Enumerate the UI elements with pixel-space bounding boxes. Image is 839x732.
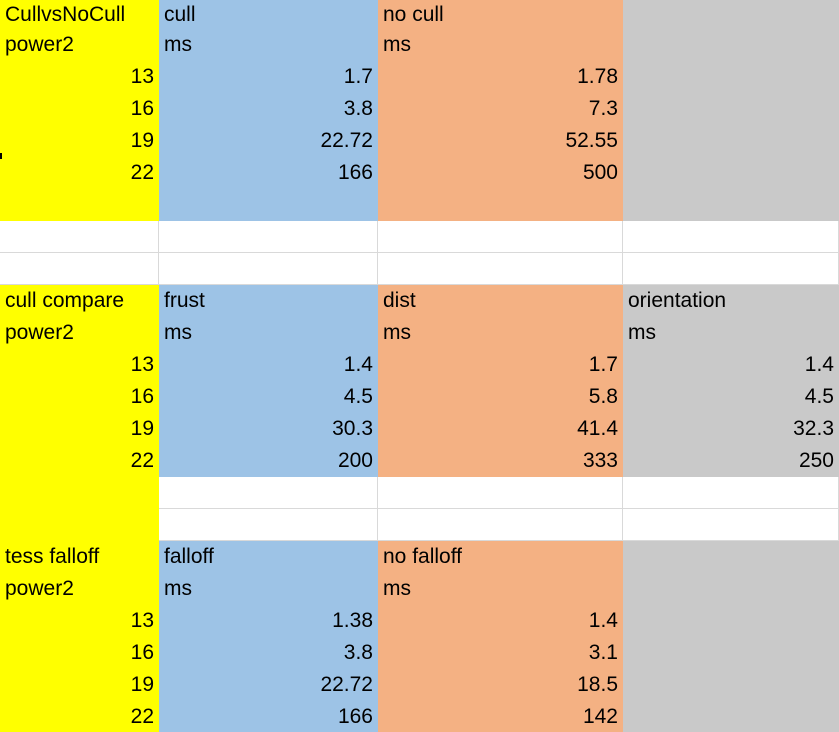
cell-r18-c1[interactable]: tess falloff: [0, 541, 159, 573]
cell-r6-c2[interactable]: 166: [159, 157, 378, 189]
cell-r5-c4[interactable]: [623, 125, 839, 157]
cell-r6-c4[interactable]: [623, 157, 839, 189]
cell-r17-c1[interactable]: [0, 509, 159, 541]
cell-r4-c1[interactable]: 16: [0, 93, 159, 125]
cell-r13-c1[interactable]: 16: [0, 381, 159, 413]
cell-r4-c2[interactable]: 3.8: [159, 93, 378, 125]
cell-r23-c4[interactable]: [623, 701, 839, 732]
cell-r2-c1[interactable]: power2: [0, 29, 159, 61]
cell-r2-c2[interactable]: ms: [159, 29, 378, 61]
cell-r22-c2[interactable]: 22.72: [159, 669, 378, 701]
cell-r4-c4[interactable]: [623, 93, 839, 125]
cell-r3-c3[interactable]: 1.78: [378, 61, 623, 93]
cell-r7-c4[interactable]: [623, 189, 839, 221]
cell-r22-c1[interactable]: 19: [0, 669, 159, 701]
cell-r19-c2[interactable]: ms: [159, 573, 378, 605]
cell-r21-c3[interactable]: 3.1: [378, 637, 623, 669]
cell-r14-c1[interactable]: 19: [0, 413, 159, 445]
cell-r11-c3[interactable]: ms: [378, 317, 623, 349]
cell-r21-c2[interactable]: 3.8: [159, 637, 378, 669]
cell-r23-c2[interactable]: 166: [159, 701, 378, 732]
cell-r8-c4[interactable]: [623, 221, 839, 253]
cell-r14-c3[interactable]: 41.4: [378, 413, 623, 445]
cell-r9-c3[interactable]: [378, 253, 623, 285]
cell-r16-c4[interactable]: [623, 477, 839, 509]
cell-r6-c1[interactable]: 22: [0, 157, 159, 189]
cell-r21-c4[interactable]: [623, 637, 839, 669]
cursor-mark: [0, 153, 2, 159]
cell-r3-c4[interactable]: [623, 61, 839, 93]
cell-r4-c3[interactable]: 7.3: [378, 93, 623, 125]
cell-r1-c2[interactable]: cull: [159, 0, 378, 29]
cell-r13-c2[interactable]: 4.5: [159, 381, 378, 413]
cell-r17-c4[interactable]: [623, 509, 839, 541]
cell-r23-c3[interactable]: 142: [378, 701, 623, 732]
cell-r7-c3[interactable]: [378, 189, 623, 221]
cell-r13-c3[interactable]: 5.8: [378, 381, 623, 413]
cell-r16-c1[interactable]: [0, 477, 159, 509]
cell-r7-c1[interactable]: [0, 189, 159, 221]
cell-r18-c4[interactable]: [623, 541, 839, 573]
cell-r20-c4[interactable]: [623, 605, 839, 637]
cell-r10-c1[interactable]: cull compare: [0, 285, 159, 317]
cell-r12-c2[interactable]: 1.4: [159, 349, 378, 381]
cell-r15-c1[interactable]: 22: [0, 445, 159, 477]
cell-r1-c3[interactable]: no cull: [378, 0, 623, 29]
cell-r11-c2[interactable]: ms: [159, 317, 378, 349]
cell-r8-c1[interactable]: [0, 221, 159, 253]
cell-r10-c4[interactable]: orientation: [623, 285, 839, 317]
cell-r2-c4[interactable]: [623, 29, 839, 61]
cell-r12-c3[interactable]: 1.7: [378, 349, 623, 381]
cell-r13-c4[interactable]: 4.5: [623, 381, 839, 413]
cell-r10-c2[interactable]: frust: [159, 285, 378, 317]
cell-r9-c4[interactable]: [623, 253, 839, 285]
cell-r3-c1[interactable]: 13: [0, 61, 159, 93]
cell-r14-c4[interactable]: 32.3: [623, 413, 839, 445]
cell-r9-c2[interactable]: [159, 253, 378, 285]
cell-r7-c2[interactable]: [159, 189, 378, 221]
cell-r19-c1[interactable]: power2: [0, 573, 159, 605]
cell-r5-c3[interactable]: 52.55: [378, 125, 623, 157]
cell-r11-c4[interactable]: ms: [623, 317, 839, 349]
cell-r19-c3[interactable]: ms: [378, 573, 623, 605]
cell-r18-c2[interactable]: falloff: [159, 541, 378, 573]
cell-r5-c2[interactable]: 22.72: [159, 125, 378, 157]
cell-r17-c3[interactable]: [378, 509, 623, 541]
cell-r10-c3[interactable]: dist: [378, 285, 623, 317]
cell-r22-c4[interactable]: [623, 669, 839, 701]
cell-r3-c2[interactable]: 1.7: [159, 61, 378, 93]
cell-r15-c2[interactable]: 200: [159, 445, 378, 477]
cell-r18-c3[interactable]: no falloff: [378, 541, 623, 573]
cell-r20-c1[interactable]: 13: [0, 605, 159, 637]
cell-r23-c1[interactable]: 22: [0, 701, 159, 732]
cell-r12-c1[interactable]: 13: [0, 349, 159, 381]
cell-r11-c1[interactable]: power2: [0, 317, 159, 349]
cell-r6-c3[interactable]: 500: [378, 157, 623, 189]
cell-r21-c1[interactable]: 16: [0, 637, 159, 669]
cell-r8-c3[interactable]: [378, 221, 623, 253]
cell-r20-c3[interactable]: 1.4: [378, 605, 623, 637]
cell-r2-c3[interactable]: ms: [378, 29, 623, 61]
cell-r16-c2[interactable]: [159, 477, 378, 509]
cell-r19-c4[interactable]: [623, 573, 839, 605]
cell-r1-c4[interactable]: [623, 0, 839, 29]
cell-r15-c3[interactable]: 333: [378, 445, 623, 477]
cell-r16-c3[interactable]: [378, 477, 623, 509]
cell-r9-c1[interactable]: [0, 253, 159, 285]
cell-r20-c2[interactable]: 1.38: [159, 605, 378, 637]
cell-r8-c2[interactable]: [159, 221, 378, 253]
cell-r14-c2[interactable]: 30.3: [159, 413, 378, 445]
cell-r5-c1[interactable]: 19: [0, 125, 159, 157]
cell-r17-c2[interactable]: [159, 509, 378, 541]
cell-r22-c3[interactable]: 18.5: [378, 669, 623, 701]
cell-r1-c1[interactable]: CullvsNoCull: [0, 0, 159, 29]
cell-r12-c4[interactable]: 1.4: [623, 349, 839, 381]
cell-r15-c4[interactable]: 250: [623, 445, 839, 477]
